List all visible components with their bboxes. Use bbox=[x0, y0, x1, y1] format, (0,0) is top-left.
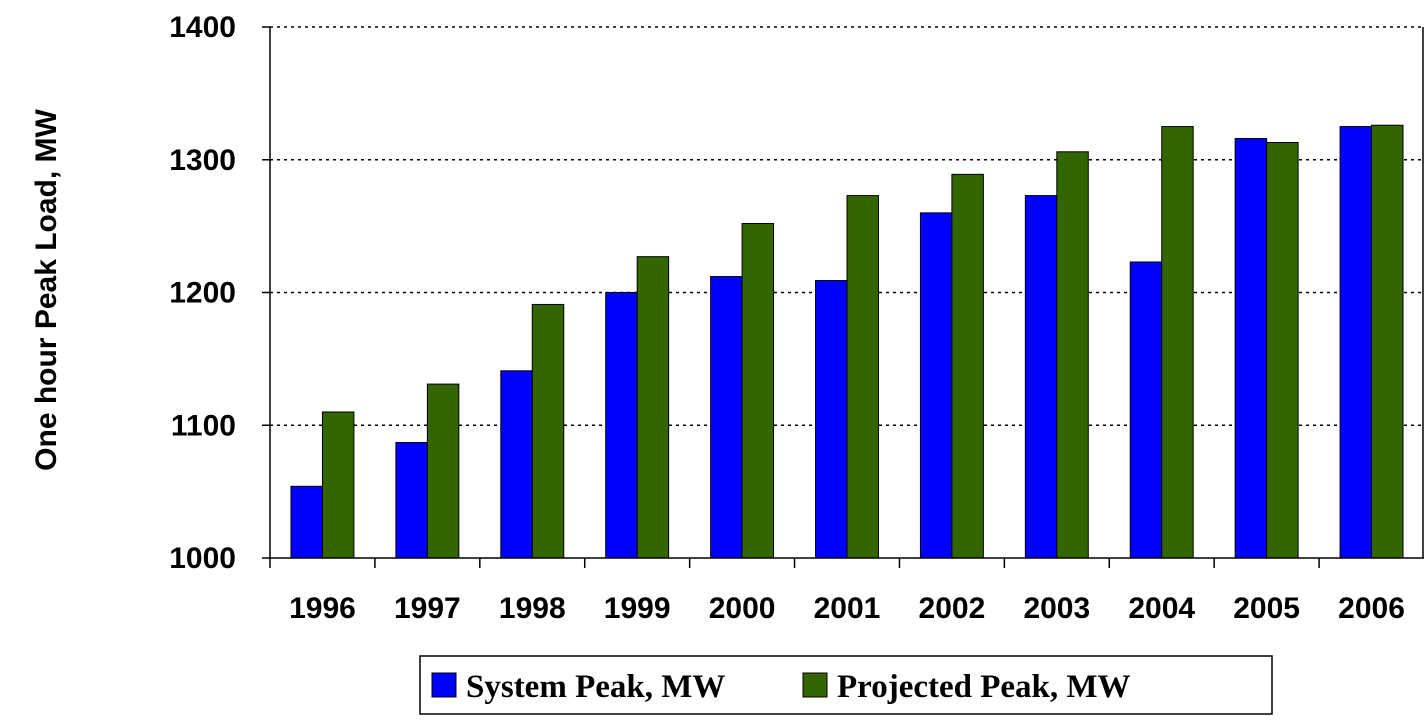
y-tick-label: 1400 bbox=[169, 11, 236, 44]
x-tick-label: 2006 bbox=[1338, 592, 1405, 625]
x-tick-label: 2001 bbox=[814, 592, 881, 625]
bar bbox=[531, 303, 565, 559]
bar bbox=[321, 411, 355, 559]
bar bbox=[846, 195, 879, 559]
bar bbox=[710, 276, 743, 559]
x-tick-label: 1996 bbox=[289, 592, 356, 625]
y-tick-label: 1100 bbox=[171, 409, 236, 442]
bar bbox=[815, 280, 848, 559]
y-tick-label: 1200 bbox=[169, 277, 236, 310]
bar bbox=[1234, 138, 1268, 559]
x-tick-label: 2004 bbox=[1128, 592, 1195, 625]
bar bbox=[605, 292, 638, 559]
x-tick-label: 2000 bbox=[709, 592, 776, 625]
x-tick-label: 1999 bbox=[604, 592, 671, 625]
y-tick-label: 1000 bbox=[169, 542, 236, 575]
legend-swatch bbox=[802, 672, 828, 698]
bar bbox=[1266, 141, 1299, 559]
bar bbox=[1056, 151, 1089, 559]
bar bbox=[1024, 195, 1058, 559]
x-tick-label: 1998 bbox=[499, 592, 566, 625]
bar bbox=[1339, 126, 1373, 559]
legend-label: System Peak, MW bbox=[466, 669, 725, 705]
y-tick-label: 1300 bbox=[169, 144, 236, 177]
bar bbox=[290, 485, 323, 559]
bar bbox=[636, 256, 670, 559]
y-axis-label: One hour Peak Load, MW bbox=[30, 108, 63, 470]
x-tick-label: 1997 bbox=[394, 592, 461, 625]
bar bbox=[951, 173, 984, 559]
legend-swatch bbox=[431, 672, 457, 698]
bar bbox=[741, 222, 775, 559]
bar bbox=[1129, 261, 1163, 559]
bar bbox=[919, 212, 953, 559]
legend-label: Projected Peak, MW bbox=[837, 669, 1131, 705]
legend bbox=[419, 655, 1273, 715]
x-tick-label: 2003 bbox=[1023, 592, 1090, 625]
bar bbox=[395, 442, 428, 559]
bar bbox=[426, 383, 460, 559]
x-tick-label: 2002 bbox=[919, 592, 986, 625]
bar bbox=[1371, 124, 1404, 559]
x-tick-label: 2005 bbox=[1233, 592, 1300, 625]
bar bbox=[500, 370, 533, 559]
bar bbox=[1161, 126, 1194, 559]
